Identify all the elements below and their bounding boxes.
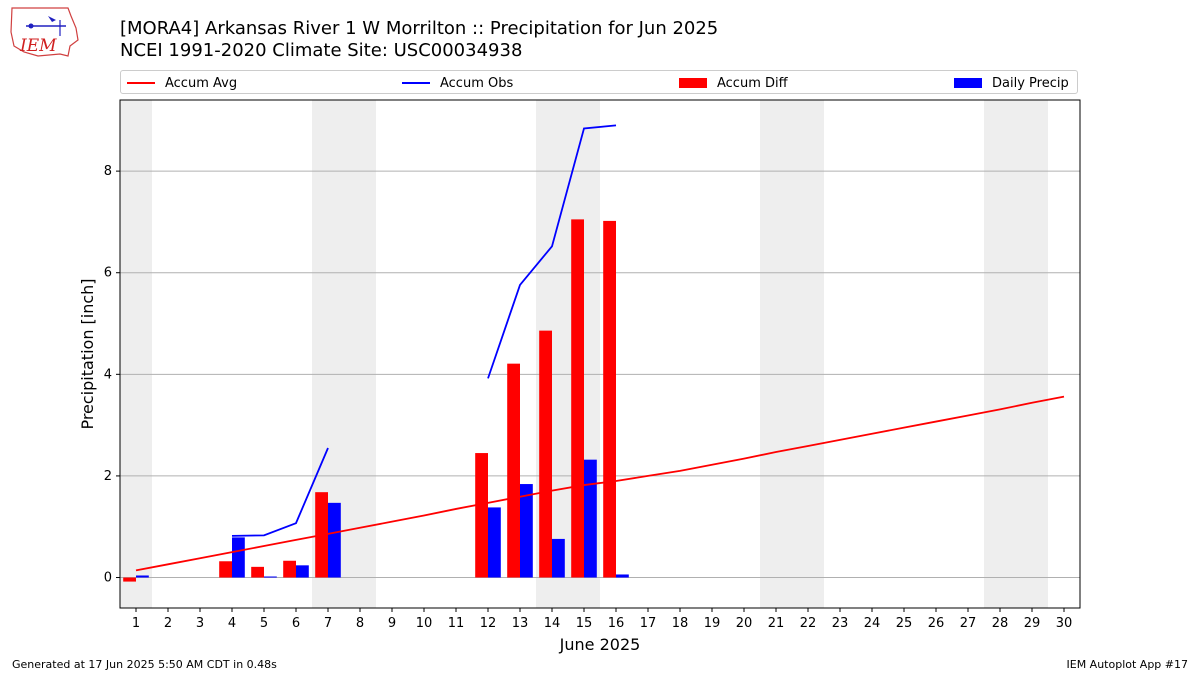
iem-logo: IEM: [8, 6, 80, 58]
y-tick-label-8: 8: [104, 164, 112, 179]
line-accum-avg: [135, 395, 1065, 572]
bar-accum-diff-day-1: [123, 577, 136, 582]
y-axis-label: Precipitation [inch]: [78, 278, 97, 429]
x-tick-label-1: 1: [132, 616, 140, 631]
bar-daily-precip-day-1: [136, 575, 149, 578]
x-tick-label-23: 23: [832, 616, 849, 631]
bar-accum-diff-day-12: [475, 453, 488, 578]
weekend-band-4: [984, 100, 1048, 608]
y-tick-label-4: 4: [104, 367, 112, 382]
x-tick-label-20: 20: [736, 616, 753, 631]
chart-title: [MORA4] Arkansas River 1 W Morrilton :: …: [120, 18, 719, 39]
x-tick-label-15: 15: [576, 616, 593, 631]
weekend-band-0: [120, 100, 152, 608]
footer-generated: Generated at 17 Jun 2025 5:50 AM CDT in …: [12, 658, 277, 671]
x-tick-label-29: 29: [1024, 616, 1041, 631]
x-tick-label-17: 17: [640, 616, 657, 631]
legend-label-accum-avg: Accum Avg: [165, 75, 238, 91]
y-tick-label-6: 6: [104, 266, 112, 281]
weekend-band-3: [760, 100, 824, 608]
legend-swatch-accum-avg: [127, 82, 155, 84]
x-tick-label-2: 2: [164, 616, 172, 631]
x-tick-label-30: 30: [1056, 616, 1073, 631]
y-tick-label-0: 0: [104, 571, 112, 586]
x-tick-label-26: 26: [928, 616, 945, 631]
x-tick-label-9: 9: [388, 616, 396, 631]
line-accum-obs-segment-0: [231, 447, 329, 537]
logo-text: IEM: [19, 36, 57, 56]
x-tick-label-19: 19: [704, 616, 721, 631]
bar-accum-diff-day-15: [571, 219, 584, 578]
footer-app: IEM Autoplot App #17: [1066, 658, 1189, 671]
x-tick-label-28: 28: [992, 616, 1009, 631]
chart-legend: Accum Avg Accum Obs Accum Diff Daily Pre…: [120, 70, 1078, 94]
bar-daily-precip-day-5: [264, 576, 277, 578]
legend-swatch-accum-obs: [402, 82, 430, 84]
bar-daily-precip-day-12: [488, 507, 501, 578]
legend-item-daily-precip: Daily Precip: [954, 74, 1069, 92]
bar-daily-precip-day-15: [584, 459, 597, 578]
x-tick-label-5: 5: [260, 616, 268, 631]
bar-accum-diff-day-5: [251, 566, 264, 578]
bar-accum-diff-day-6: [283, 560, 296, 578]
bar-daily-precip-day-16: [616, 574, 629, 578]
x-tick-label-22: 22: [800, 616, 817, 631]
x-tick-label-21: 21: [768, 616, 785, 631]
x-tick-label-10: 10: [416, 616, 433, 631]
legend-label-accum-diff: Accum Diff: [717, 75, 788, 91]
x-tick-label-25: 25: [896, 616, 913, 631]
x-tick-label-12: 12: [480, 616, 497, 631]
x-tick-label-7: 7: [324, 616, 332, 631]
plot-frame: [119, 99, 1081, 609]
legend-item-accum-obs: Accum Obs: [402, 74, 513, 92]
x-tick-label-4: 4: [228, 616, 236, 631]
bar-daily-precip-day-13: [520, 484, 533, 578]
legend-item-accum-diff: Accum Diff: [679, 74, 788, 92]
bar-daily-precip-day-4: [232, 537, 245, 578]
bar-daily-precip-day-14: [552, 538, 565, 578]
x-tick-label-3: 3: [196, 616, 204, 631]
legend-label-accum-obs: Accum Obs: [440, 75, 514, 91]
y-tick-label-2: 2: [104, 469, 112, 484]
legend-item-accum-avg: Accum Avg: [127, 74, 237, 92]
chart-subtitle: NCEI 1991-2020 Climate Site: USC00034938: [120, 40, 523, 61]
legend-label-daily-precip: Daily Precip: [992, 75, 1069, 91]
x-axis-label: June 2025: [559, 635, 641, 654]
x-tick-label-14: 14: [544, 616, 561, 631]
bar-accum-diff-day-13: [507, 363, 520, 578]
legend-swatch-daily-precip: [954, 78, 982, 88]
bar-daily-precip-day-7: [328, 502, 341, 578]
bar-accum-diff-day-16: [603, 220, 616, 578]
x-tick-label-6: 6: [292, 616, 300, 631]
bar-daily-precip-day-6: [296, 565, 309, 578]
x-tick-label-13: 13: [512, 616, 529, 631]
x-tick-label-27: 27: [960, 616, 977, 631]
bar-accum-diff-day-4: [219, 561, 232, 578]
line-accum-obs-segment-1: [487, 124, 617, 379]
legend-swatch-accum-diff: [679, 78, 707, 88]
x-tick-label-11: 11: [448, 616, 465, 631]
x-tick-label-16: 16: [608, 616, 625, 631]
x-tick-label-24: 24: [864, 616, 881, 631]
x-tick-label-8: 8: [356, 616, 364, 631]
bar-accum-diff-day-14: [539, 330, 552, 578]
x-tick-label-18: 18: [672, 616, 689, 631]
